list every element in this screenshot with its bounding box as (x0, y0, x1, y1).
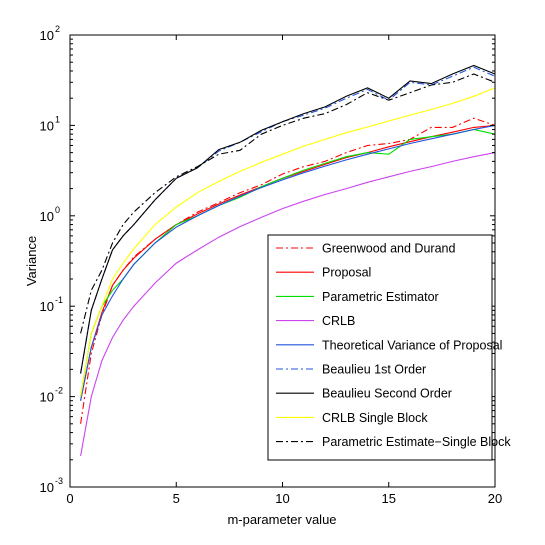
legend-label: Proposal (322, 266, 371, 280)
legend-label: Parametric Estimator (322, 290, 439, 304)
y-tick-label: 10 (40, 209, 54, 224)
x-tick-label: 20 (488, 491, 502, 506)
series-line-parametric-estimate-single-block (80, 73, 496, 334)
series-line-crlb (80, 152, 496, 457)
y-tick-label: 10 (40, 299, 54, 314)
y-tick-label: 10 (40, 480, 54, 495)
y-tick-label: 10 (40, 28, 54, 43)
series-line-parametric-estimator (80, 128, 496, 397)
y-axis-title: Variance (24, 236, 39, 286)
legend: Greenwood and Durand Proposal Parametric E… (267, 234, 511, 461)
y-tick-exponent: 2 (55, 24, 60, 34)
y-tick-label: 10 (40, 390, 54, 405)
series-lines (80, 64, 496, 457)
legend-label: Greenwood and Durand (322, 242, 455, 256)
legend-label: Parametric Estimate−Single Block (322, 435, 511, 449)
legend-label: Beaulieu Second Order (322, 387, 452, 401)
x-axis-title: m-parameter value (227, 512, 336, 527)
y-tick-exponent: -3 (55, 476, 63, 486)
legend-label: CRLB Single Block (322, 411, 428, 425)
series-line-theoretical-variance-of-proposal (80, 124, 496, 401)
x-tick-label: 10 (275, 491, 289, 506)
x-tick-label: 5 (173, 491, 180, 506)
y-tick-exponent: -1 (55, 295, 63, 305)
x-tick-label: 0 (66, 491, 73, 506)
legend-label: Theoretical Variance of Proposal (322, 338, 502, 352)
legend-label: CRLB (322, 314, 355, 328)
y-tick-exponent: 1 (55, 114, 60, 124)
y-tick-label: 10 (40, 118, 54, 133)
series-line-crlb-single-block (80, 87, 496, 397)
series-line-beaulieu-second-order (80, 64, 496, 374)
y-tick-exponent: 0 (55, 205, 60, 215)
legend-label: Beaulieu 1st Order (322, 363, 426, 377)
y-tick-exponent: -2 (55, 386, 63, 396)
x-tick-label: 15 (382, 491, 396, 506)
